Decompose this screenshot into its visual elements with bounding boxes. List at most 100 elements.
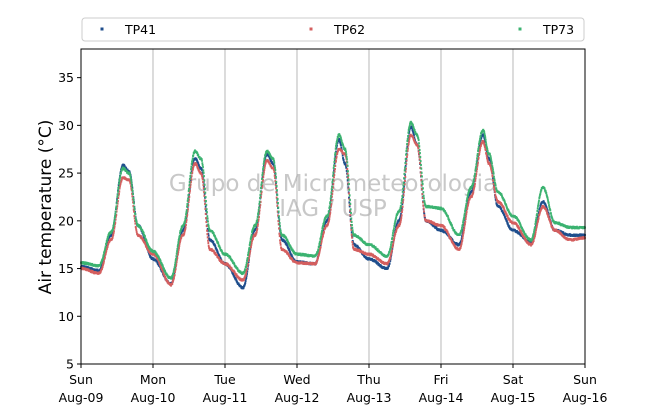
data-point [401, 205, 404, 208]
data-point [402, 189, 405, 192]
data-point [174, 261, 177, 264]
data-point [230, 267, 233, 270]
data-point [485, 152, 488, 155]
data-point [345, 151, 347, 154]
data-point [164, 269, 166, 272]
data-point [474, 172, 476, 175]
data-point [205, 199, 207, 203]
data-point [464, 210, 466, 213]
data-point [477, 147, 480, 151]
data-point [375, 255, 378, 259]
data-point [321, 226, 324, 229]
data-point [175, 263, 178, 266]
data-point [128, 178, 131, 182]
data-point [246, 256, 249, 260]
data-point [466, 208, 468, 211]
data-point [433, 224, 436, 228]
data-point [420, 163, 422, 167]
data-point [402, 184, 405, 187]
data-point [173, 267, 176, 270]
data-point [256, 224, 259, 227]
data-point [238, 276, 241, 279]
data-point [187, 197, 189, 200]
data-point [473, 183, 475, 186]
data-point [344, 147, 347, 150]
data-point [562, 231, 565, 234]
data-point [249, 251, 251, 254]
data-point [328, 212, 331, 215]
data-point [246, 272, 248, 275]
data-point [500, 193, 503, 196]
data-point [244, 281, 247, 284]
data-point [173, 266, 176, 269]
data-point [468, 188, 471, 192]
x-tick-day-label: Sun [573, 372, 597, 387]
data-point [118, 190, 121, 193]
x-tick-date-label: Aug-10 [131, 390, 176, 405]
data-point [224, 252, 226, 255]
data-point [159, 264, 162, 268]
data-point [535, 225, 538, 229]
data-point [408, 130, 411, 133]
legend[interactable]: TP41 TP62 TP73 [81, 17, 585, 42]
data-point [207, 232, 210, 235]
data-point [412, 130, 414, 133]
data-point [250, 243, 253, 246]
data-point [478, 150, 481, 153]
legend-label-TP41: TP41 [124, 22, 156, 37]
data-point [478, 142, 480, 146]
data-point [421, 175, 423, 178]
data-point [324, 226, 327, 230]
data-point [403, 177, 405, 180]
data-point [485, 141, 487, 144]
data-point [130, 185, 132, 188]
data-point [462, 231, 465, 234]
data-point [293, 250, 295, 253]
data-point [331, 181, 334, 184]
data-point [301, 254, 304, 257]
data-point [478, 141, 481, 144]
data-point [473, 186, 476, 189]
data-point [552, 219, 555, 223]
data-point [145, 245, 148, 248]
x-tick-day-label: Fri [434, 372, 449, 387]
data-point [422, 207, 425, 210]
data-point [189, 186, 192, 189]
data-point [491, 162, 493, 165]
data-point [421, 182, 424, 186]
data-point [206, 211, 208, 214]
data-point [204, 202, 206, 206]
data-point [344, 153, 347, 156]
data-point [346, 164, 349, 167]
data-point [102, 256, 104, 259]
data-point [117, 187, 120, 191]
data-point [180, 227, 183, 230]
data-point [405, 162, 408, 166]
data-point [535, 228, 537, 232]
data-point [103, 260, 105, 263]
data-point [290, 253, 293, 257]
data-point [174, 259, 177, 262]
data-point [177, 243, 179, 246]
data-point [133, 210, 135, 213]
data-point [406, 139, 409, 143]
data-point [472, 184, 475, 188]
data-point [462, 234, 464, 237]
data-point [275, 187, 277, 190]
data-point [461, 224, 464, 227]
data-point [489, 155, 492, 158]
data-point [164, 270, 167, 274]
data-point [400, 213, 402, 216]
data-point [404, 161, 407, 165]
data-point [260, 186, 262, 189]
data-point [578, 233, 581, 236]
data-point [171, 274, 174, 277]
data-point [274, 172, 277, 175]
data-point [365, 242, 368, 245]
data-point [187, 200, 190, 204]
data-point [133, 217, 136, 220]
data-point [334, 168, 336, 171]
data-point [219, 247, 222, 250]
data-point [329, 202, 331, 205]
data-point [474, 177, 477, 180]
